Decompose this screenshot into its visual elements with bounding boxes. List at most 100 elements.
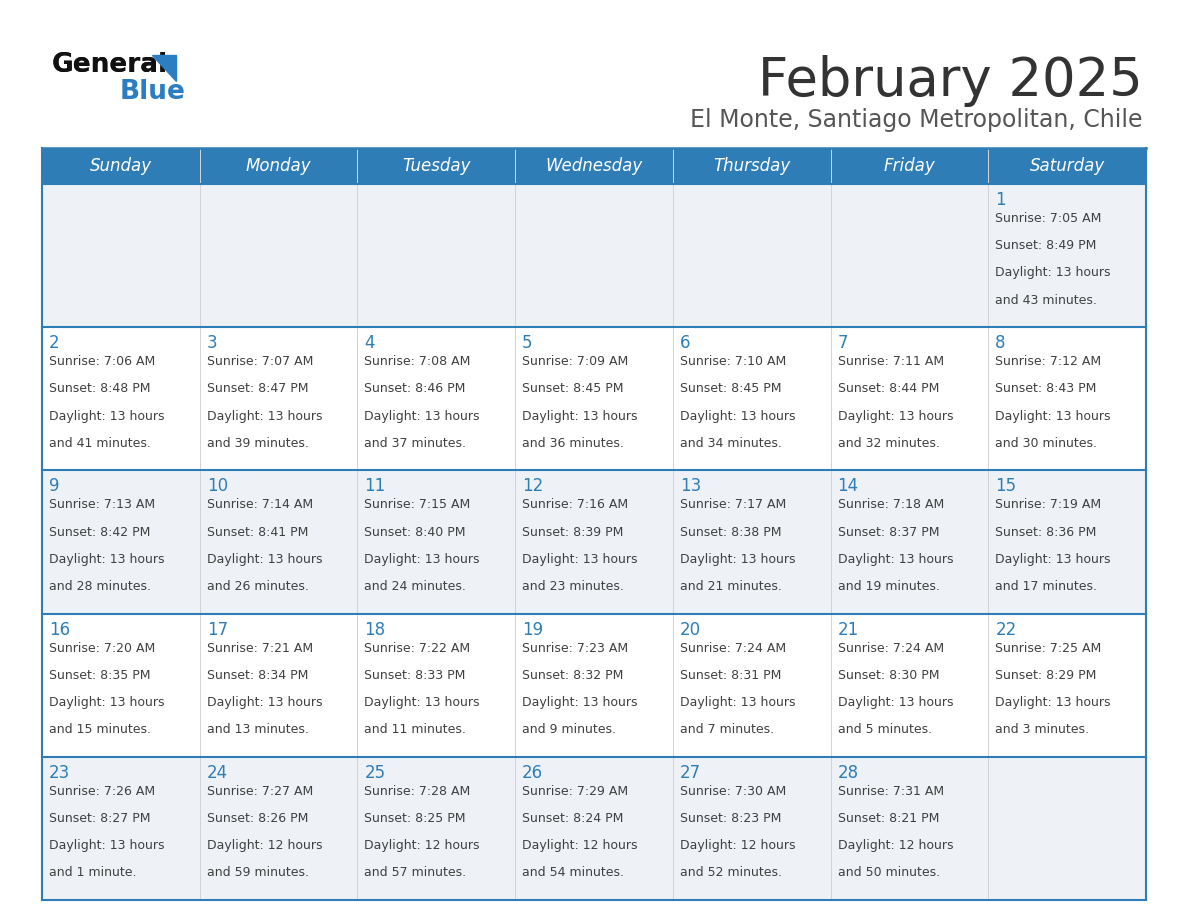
Text: 27: 27 (680, 764, 701, 782)
Bar (672, 327, 830, 470)
Text: 15: 15 (996, 477, 1017, 496)
Text: Sunrise: 7:14 AM: Sunrise: 7:14 AM (207, 498, 312, 511)
Text: February 2025: February 2025 (758, 55, 1143, 107)
Text: and 23 minutes.: and 23 minutes. (523, 580, 624, 593)
Bar (42, 184, 200, 327)
Text: 18: 18 (365, 621, 386, 639)
Text: Daylight: 13 hours: Daylight: 13 hours (207, 409, 322, 422)
Bar (358, 756, 516, 900)
Text: 2: 2 (49, 334, 59, 353)
Text: Sunset: 8:32 PM: Sunset: 8:32 PM (523, 669, 624, 682)
Text: and 36 minutes.: and 36 minutes. (523, 437, 624, 450)
Text: Sunrise: 7:19 AM: Sunrise: 7:19 AM (996, 498, 1101, 511)
Text: Sunrise: 7:28 AM: Sunrise: 7:28 AM (365, 785, 470, 798)
Text: Sunset: 8:40 PM: Sunset: 8:40 PM (365, 526, 466, 539)
Text: Daylight: 13 hours: Daylight: 13 hours (49, 839, 164, 852)
Text: 7: 7 (838, 334, 848, 353)
Text: Saturday: Saturday (1030, 157, 1105, 175)
Text: Daylight: 13 hours: Daylight: 13 hours (680, 409, 795, 422)
Text: Daylight: 13 hours: Daylight: 13 hours (49, 409, 164, 422)
Bar (200, 756, 358, 900)
Text: and 19 minutes.: and 19 minutes. (838, 580, 940, 593)
Text: Daylight: 13 hours: Daylight: 13 hours (49, 696, 164, 709)
Text: and 34 minutes.: and 34 minutes. (680, 437, 782, 450)
Text: 3: 3 (207, 334, 217, 353)
Bar (42, 613, 200, 756)
Bar (358, 327, 516, 470)
Text: and 59 minutes.: and 59 minutes. (207, 867, 309, 879)
Text: and 43 minutes.: and 43 minutes. (996, 294, 1098, 307)
Text: and 13 minutes.: and 13 minutes. (207, 723, 309, 736)
Bar (516, 470, 672, 613)
Text: Sunset: 8:39 PM: Sunset: 8:39 PM (523, 526, 624, 539)
Text: Sunset: 8:42 PM: Sunset: 8:42 PM (49, 526, 151, 539)
Text: Daylight: 12 hours: Daylight: 12 hours (838, 839, 953, 852)
Text: General: General (52, 52, 169, 78)
Text: Monday: Monday (246, 157, 311, 175)
Text: and 41 minutes.: and 41 minutes. (49, 437, 151, 450)
Bar (988, 756, 1146, 900)
Bar (830, 756, 988, 900)
Text: and 26 minutes.: and 26 minutes. (207, 580, 309, 593)
Text: Daylight: 13 hours: Daylight: 13 hours (523, 409, 638, 422)
Text: Sunrise: 7:07 AM: Sunrise: 7:07 AM (207, 355, 314, 368)
Text: and 50 minutes.: and 50 minutes. (838, 867, 940, 879)
Text: General: General (52, 52, 169, 78)
Text: 28: 28 (838, 764, 859, 782)
Text: 14: 14 (838, 477, 859, 496)
Text: Sunset: 8:45 PM: Sunset: 8:45 PM (523, 383, 624, 396)
Text: 23: 23 (49, 764, 70, 782)
Bar (42, 327, 200, 470)
Bar (358, 148, 516, 184)
Text: 12: 12 (523, 477, 543, 496)
Text: Sunrise: 7:30 AM: Sunrise: 7:30 AM (680, 785, 786, 798)
Text: and 37 minutes.: and 37 minutes. (365, 437, 467, 450)
Text: Daylight: 13 hours: Daylight: 13 hours (207, 553, 322, 565)
Text: Sunset: 8:36 PM: Sunset: 8:36 PM (996, 526, 1097, 539)
Bar (42, 470, 200, 613)
Bar (200, 470, 358, 613)
Text: Sunrise: 7:05 AM: Sunrise: 7:05 AM (996, 212, 1101, 225)
Text: 17: 17 (207, 621, 228, 639)
Text: Sunrise: 7:31 AM: Sunrise: 7:31 AM (838, 785, 943, 798)
Text: 16: 16 (49, 621, 70, 639)
Bar (830, 470, 988, 613)
Text: Sunrise: 7:20 AM: Sunrise: 7:20 AM (49, 642, 156, 655)
Text: Daylight: 13 hours: Daylight: 13 hours (365, 696, 480, 709)
Text: Sunset: 8:48 PM: Sunset: 8:48 PM (49, 383, 151, 396)
Text: and 1 minute.: and 1 minute. (49, 867, 137, 879)
Text: and 30 minutes.: and 30 minutes. (996, 437, 1098, 450)
Text: Daylight: 13 hours: Daylight: 13 hours (996, 696, 1111, 709)
Text: Daylight: 12 hours: Daylight: 12 hours (365, 839, 480, 852)
Text: Sunrise: 7:29 AM: Sunrise: 7:29 AM (523, 785, 628, 798)
Bar (672, 184, 830, 327)
Text: 24: 24 (207, 764, 228, 782)
Text: Sunset: 8:27 PM: Sunset: 8:27 PM (49, 812, 151, 825)
Text: Daylight: 13 hours: Daylight: 13 hours (838, 409, 953, 422)
Bar (200, 327, 358, 470)
Bar (988, 148, 1146, 184)
Text: 21: 21 (838, 621, 859, 639)
Bar (988, 470, 1146, 613)
Text: 22: 22 (996, 621, 1017, 639)
Text: Sunrise: 7:21 AM: Sunrise: 7:21 AM (207, 642, 312, 655)
Text: Sunrise: 7:25 AM: Sunrise: 7:25 AM (996, 642, 1101, 655)
Text: and 17 minutes.: and 17 minutes. (996, 580, 1098, 593)
Text: 6: 6 (680, 334, 690, 353)
Text: 5: 5 (523, 334, 532, 353)
Text: Sunset: 8:25 PM: Sunset: 8:25 PM (365, 812, 466, 825)
Text: Daylight: 13 hours: Daylight: 13 hours (207, 696, 322, 709)
Bar (672, 470, 830, 613)
Text: and 15 minutes.: and 15 minutes. (49, 723, 151, 736)
Text: Sunrise: 7:23 AM: Sunrise: 7:23 AM (523, 642, 628, 655)
Bar (200, 613, 358, 756)
Text: and 7 minutes.: and 7 minutes. (680, 723, 775, 736)
Text: Sunset: 8:30 PM: Sunset: 8:30 PM (838, 669, 939, 682)
Text: Sunday: Sunday (90, 157, 152, 175)
Text: Friday: Friday (884, 157, 935, 175)
Text: Sunrise: 7:13 AM: Sunrise: 7:13 AM (49, 498, 156, 511)
Text: Daylight: 12 hours: Daylight: 12 hours (680, 839, 795, 852)
Bar (516, 184, 672, 327)
Text: Daylight: 13 hours: Daylight: 13 hours (838, 696, 953, 709)
Text: Tuesday: Tuesday (402, 157, 470, 175)
